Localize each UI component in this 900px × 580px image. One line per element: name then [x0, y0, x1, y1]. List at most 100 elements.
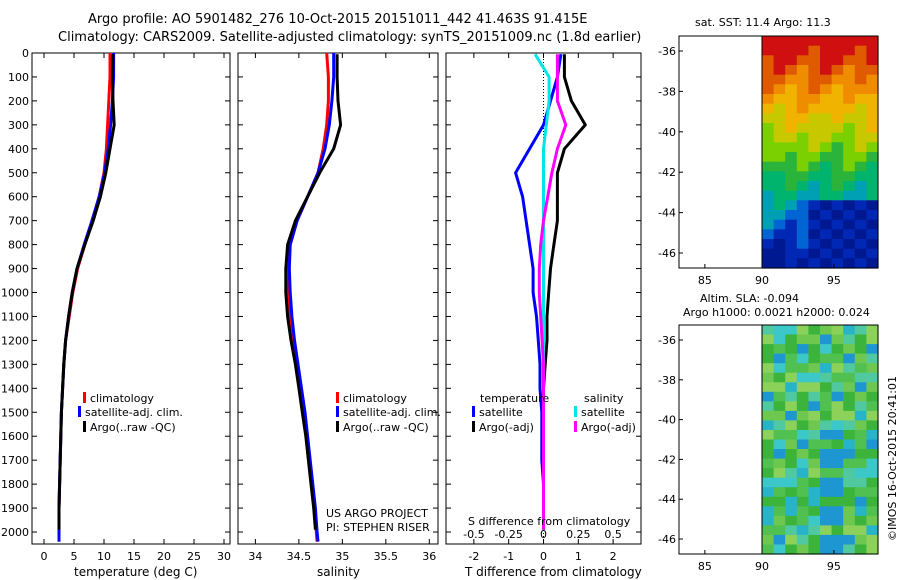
xlabel-salinity: salinity: [317, 565, 361, 579]
x-tick-label: 34: [248, 550, 262, 563]
map-cell: [762, 382, 775, 393]
map-cell: [820, 152, 833, 163]
map-cell: [796, 496, 809, 507]
panel-difference: -2 -1 0 1 2 -0.5 -0.25 0 0.25 0.5: [445, 52, 642, 563]
y-tick-label: 2000: [1, 526, 29, 539]
map-cell: [843, 229, 856, 240]
map-cell: [820, 344, 833, 355]
y-tick-label: 600: [8, 191, 29, 204]
map-cell: [854, 439, 867, 450]
map-cell: [796, 55, 809, 66]
x-tick-label: 15: [127, 550, 141, 563]
map-cell: [785, 353, 798, 364]
map-cell: [773, 410, 786, 421]
map-cell: [773, 161, 786, 172]
map-cell: [773, 94, 786, 105]
legend-swatch: [574, 406, 577, 417]
map-cell: [831, 36, 844, 47]
series-line: [57, 54, 116, 530]
map-cell: [808, 94, 821, 105]
panel-salinity: 34 34.5 35 35.5 36: [237, 52, 439, 563]
map-cell: [820, 210, 833, 221]
map-cell: [773, 152, 786, 163]
x-tick-label: 5: [71, 550, 78, 563]
map-cell: [808, 439, 821, 450]
map-cell: [866, 477, 879, 488]
legend-temp-climatology: climatology: [83, 392, 154, 405]
map-cell: [866, 334, 879, 345]
map-cell: [762, 477, 775, 488]
map-cell: [854, 113, 867, 124]
map-cell: [796, 534, 809, 545]
map-cell: [808, 142, 821, 153]
map-cell: [773, 248, 786, 259]
map-cell: [773, 219, 786, 230]
legend-temp-argo: Argo(..raw -QC): [83, 421, 176, 434]
map-cell: [773, 239, 786, 250]
map-cell: [773, 353, 786, 364]
map-cell: [785, 363, 798, 374]
map-cell: [762, 55, 775, 66]
map-cell: [820, 74, 833, 85]
map-cell: [831, 391, 844, 402]
map-cell: [773, 420, 786, 431]
map-cell: [785, 525, 798, 536]
map-x-tick-label: 95: [827, 274, 841, 287]
plot-frame: [31, 52, 231, 545]
map-cell: [843, 113, 856, 124]
map-cell: [785, 84, 798, 95]
map-cell: [785, 506, 798, 517]
y-tick-label: 700: [8, 215, 29, 228]
map-cell: [854, 506, 867, 517]
map-cell: [808, 382, 821, 393]
legend-diff-s-satellite: satellite: [574, 406, 625, 419]
map-cell: [773, 210, 786, 221]
map-cell: [854, 496, 867, 507]
map-cell: [785, 468, 798, 479]
map-cell: [773, 55, 786, 66]
map-cell: [762, 248, 775, 259]
map-cell: [820, 229, 833, 240]
map-cell: [866, 123, 879, 134]
map-cell: [820, 325, 833, 336]
map-cell: [808, 525, 821, 536]
map-cell: [796, 190, 809, 201]
map-cell: [796, 161, 809, 172]
map-cell: [866, 534, 879, 545]
map-cell: [831, 94, 844, 105]
map-cell: [796, 401, 809, 412]
map-cell: [831, 190, 844, 201]
credit-pi: PI: STEPHEN RISER: [326, 521, 430, 534]
map-cell: [854, 103, 867, 114]
map-cell: [808, 132, 821, 143]
map-cell: [831, 210, 844, 221]
map-cell: [808, 258, 821, 269]
map-cell: [773, 477, 786, 488]
map-cell: [854, 65, 867, 76]
map-cell: [831, 496, 844, 507]
map-cell: [854, 372, 867, 383]
map-cell: [866, 458, 879, 469]
map-cell: [773, 401, 786, 412]
map-cell: [796, 248, 809, 259]
map-cell: [773, 382, 786, 393]
map-cell: [785, 515, 798, 526]
map-cell: [854, 123, 867, 134]
y-tick-label: 1900: [1, 502, 29, 515]
map-cell: [854, 161, 867, 172]
map-cell: [808, 103, 821, 114]
map-cell: [843, 439, 856, 450]
map-cell: [785, 372, 798, 383]
map-cell: [820, 430, 833, 441]
y-tick-label: 0: [22, 47, 29, 60]
map-cell: [843, 420, 856, 431]
map-cell: [820, 94, 833, 105]
map-cell: [854, 210, 867, 221]
map-cell: [831, 525, 844, 536]
x-tick-label: -2: [468, 550, 479, 563]
map-cell: [820, 123, 833, 134]
map-cell: [762, 258, 775, 269]
map-cell: [820, 477, 833, 488]
map-cell: [866, 515, 879, 526]
xlabel-temperature: temperature (deg C): [74, 565, 198, 579]
